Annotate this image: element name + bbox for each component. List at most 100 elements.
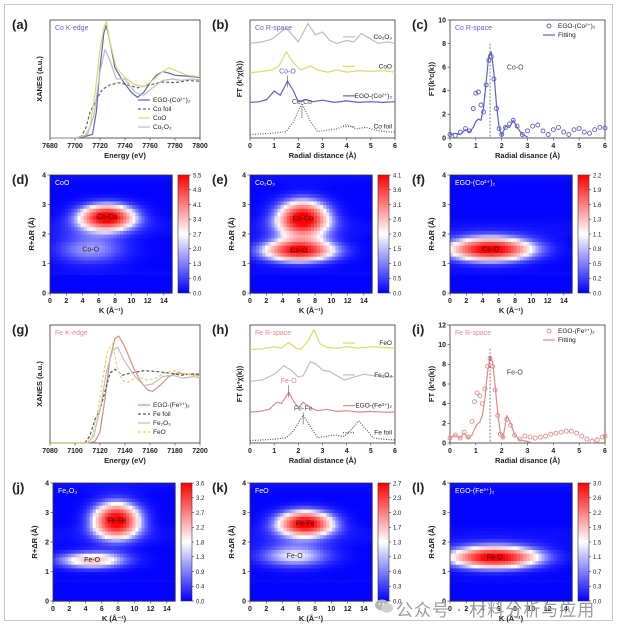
plot-frame — [250, 325, 395, 443]
legend-label: Fitting — [558, 32, 576, 39]
legend-label: Fitting — [558, 337, 576, 344]
x-tick-label: 12 — [144, 298, 152, 305]
x-tick-label: 0 — [448, 143, 452, 150]
x-tick-label: 4 — [481, 298, 485, 305]
feature-label: Co-Co — [97, 214, 117, 221]
colorbar-tick-label: 0.8 — [593, 247, 602, 253]
x-axis-label: Radial distance (Å) — [289, 151, 357, 160]
x-axis-label: K (Å⁻¹) — [499, 306, 524, 315]
y-tick-label: 10 — [438, 342, 446, 349]
y-tick-label: 4 — [442, 88, 446, 95]
y-tick-label: 4 — [42, 172, 46, 179]
x-tick-label: 2 — [464, 298, 468, 305]
x-tick-label: 7120 — [92, 448, 108, 455]
x-tick-label: 0 — [448, 298, 452, 305]
y-tick-label: 8 — [442, 41, 446, 48]
x-tick-label: 7720 — [92, 143, 108, 150]
y-tick-label: 0 — [242, 290, 246, 297]
x-axis-label: Radial disance (Å) — [495, 151, 561, 160]
chart-f: Co-OEGO-(Co²⁺)₂2.21.91.61.31.10.80.50.20… — [408, 165, 617, 323]
legend-label: Fe₂O₃ — [153, 420, 171, 427]
y-tick-label: 4 — [242, 172, 246, 179]
legend-label: Co foil — [153, 106, 172, 113]
x-tick-label: 4 — [81, 298, 85, 305]
x-tick-label: 0 — [448, 448, 452, 455]
colorbar-tick-label: 2.7 — [193, 232, 202, 238]
colorbar-tick-label: 4.1 — [193, 203, 202, 209]
colorbar-tick-label: 2.6 — [393, 218, 402, 224]
x-tick-label: 3 — [321, 448, 325, 455]
x-tick-label: 6 — [603, 143, 607, 150]
colorbar-tick-label: 5.5 — [193, 173, 202, 179]
x-tick-label: 3 — [321, 143, 325, 150]
y-tick-label: 1 — [42, 261, 46, 268]
colorbar-tick-label: 0.6 — [193, 277, 202, 283]
y-axis-label: XANES (a.u.) — [35, 361, 44, 407]
colorbar-tick-label: 3.6 — [393, 188, 402, 194]
x-tick-label: 7200 — [192, 448, 208, 455]
x-tick-label: 4 — [345, 448, 349, 455]
peak-label: Co-O — [507, 65, 524, 72]
x-axis-label: Energy (eV) — [104, 151, 146, 160]
colorbar-tick-label: 1.9 — [593, 188, 602, 194]
colorbar-tick-label: 1.3 — [193, 262, 202, 268]
y-axis-label: FT (k³χ(k)) — [235, 365, 244, 402]
sample-annotation: Fe R-space — [255, 330, 291, 337]
x-tick-label: 2 — [296, 143, 300, 150]
x-tick-label: 14 — [560, 298, 568, 305]
x-tick-label: 10 — [527, 298, 535, 305]
x-tick-label: 2 — [64, 298, 68, 305]
x-tick-label: 10 — [127, 298, 135, 305]
x-tick-label: 14 — [160, 298, 168, 305]
x-tick-label: 5 — [577, 448, 581, 455]
sample-annotation: Co R-space — [255, 25, 292, 32]
legend-label: EGO-(Co²⁺)₂ — [355, 93, 393, 100]
colorbar-tick-label: 2.0 — [393, 232, 402, 238]
x-tick-label: 6 — [297, 298, 301, 305]
peak-label: Fe-Fe — [294, 405, 313, 412]
legend-label: EGO-(Fe³⁺)₂ — [355, 403, 392, 410]
legend-label: Co₂O₃ — [153, 124, 172, 131]
y-axis-label: FT(k³c(k)) — [427, 61, 436, 96]
plot-frame — [50, 325, 200, 443]
legend-label: CoO — [153, 115, 166, 122]
heatmap-cells — [50, 175, 173, 294]
y-tick-label: 3 — [442, 202, 446, 209]
x-tick-label: 6 — [97, 298, 101, 305]
x-tick-label: 2 — [264, 298, 268, 305]
x-tick-label: 3 — [526, 143, 530, 150]
legend-label: Co₂O₃ — [373, 34, 392, 41]
x-tick-label: 4 — [345, 143, 349, 150]
y-tick-label: 2 — [442, 421, 446, 428]
colorbar-tick-label: 1.6 — [593, 203, 602, 209]
y-tick-label: 4 — [442, 401, 446, 408]
colorbar-tick-label: 2.2 — [593, 173, 602, 179]
x-tick-label: 6 — [393, 143, 397, 150]
legend-label: EGO-(Fe³⁺)₂ — [558, 328, 595, 335]
y-tick-label: 10 — [438, 17, 446, 24]
x-tick-label: 3 — [526, 448, 530, 455]
x-tick-label: 8 — [513, 298, 517, 305]
colorbar-tick-label: 1.0 — [393, 262, 402, 268]
y-tick-label: 2 — [242, 231, 246, 238]
y-tick-label: 1 — [442, 261, 446, 268]
y-tick-label: 0 — [442, 135, 446, 142]
y-axis-label: R+ΔR (Å) — [227, 217, 236, 251]
colorbar-tick-label: 4.1 — [393, 173, 402, 179]
colorbar — [578, 175, 589, 293]
legend-label: EGO-(Fe³⁺)₂ — [153, 402, 190, 409]
sample-annotation: Co K-edge — [55, 25, 89, 32]
x-tick-label: 2 — [296, 448, 300, 455]
x-axis-label: K (Å⁻¹) — [299, 306, 324, 315]
legend-label: FeO — [379, 340, 392, 347]
sample-annotation: Fe K-edge — [55, 330, 88, 337]
heatmap-cells — [53, 483, 176, 602]
x-tick-label: 10 — [327, 298, 335, 305]
chart-d: Co-CoCo-OCoO5.54.84.13.42.72.01.30.60.00… — [8, 165, 222, 323]
heatmap-cells — [250, 175, 373, 294]
y-tick-label: 8 — [442, 362, 446, 369]
x-axis-label: Radial disance (Å) — [495, 456, 561, 465]
